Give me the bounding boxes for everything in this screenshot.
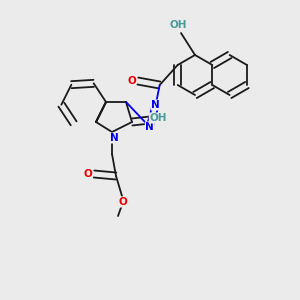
Text: N: N [151,100,160,110]
Text: N: N [110,133,118,143]
Text: O: O [84,169,92,179]
Text: OH: OH [149,113,167,123]
Text: N: N [145,122,154,132]
Text: O: O [118,197,127,207]
Text: OH: OH [169,20,187,30]
Text: O: O [127,76,136,86]
